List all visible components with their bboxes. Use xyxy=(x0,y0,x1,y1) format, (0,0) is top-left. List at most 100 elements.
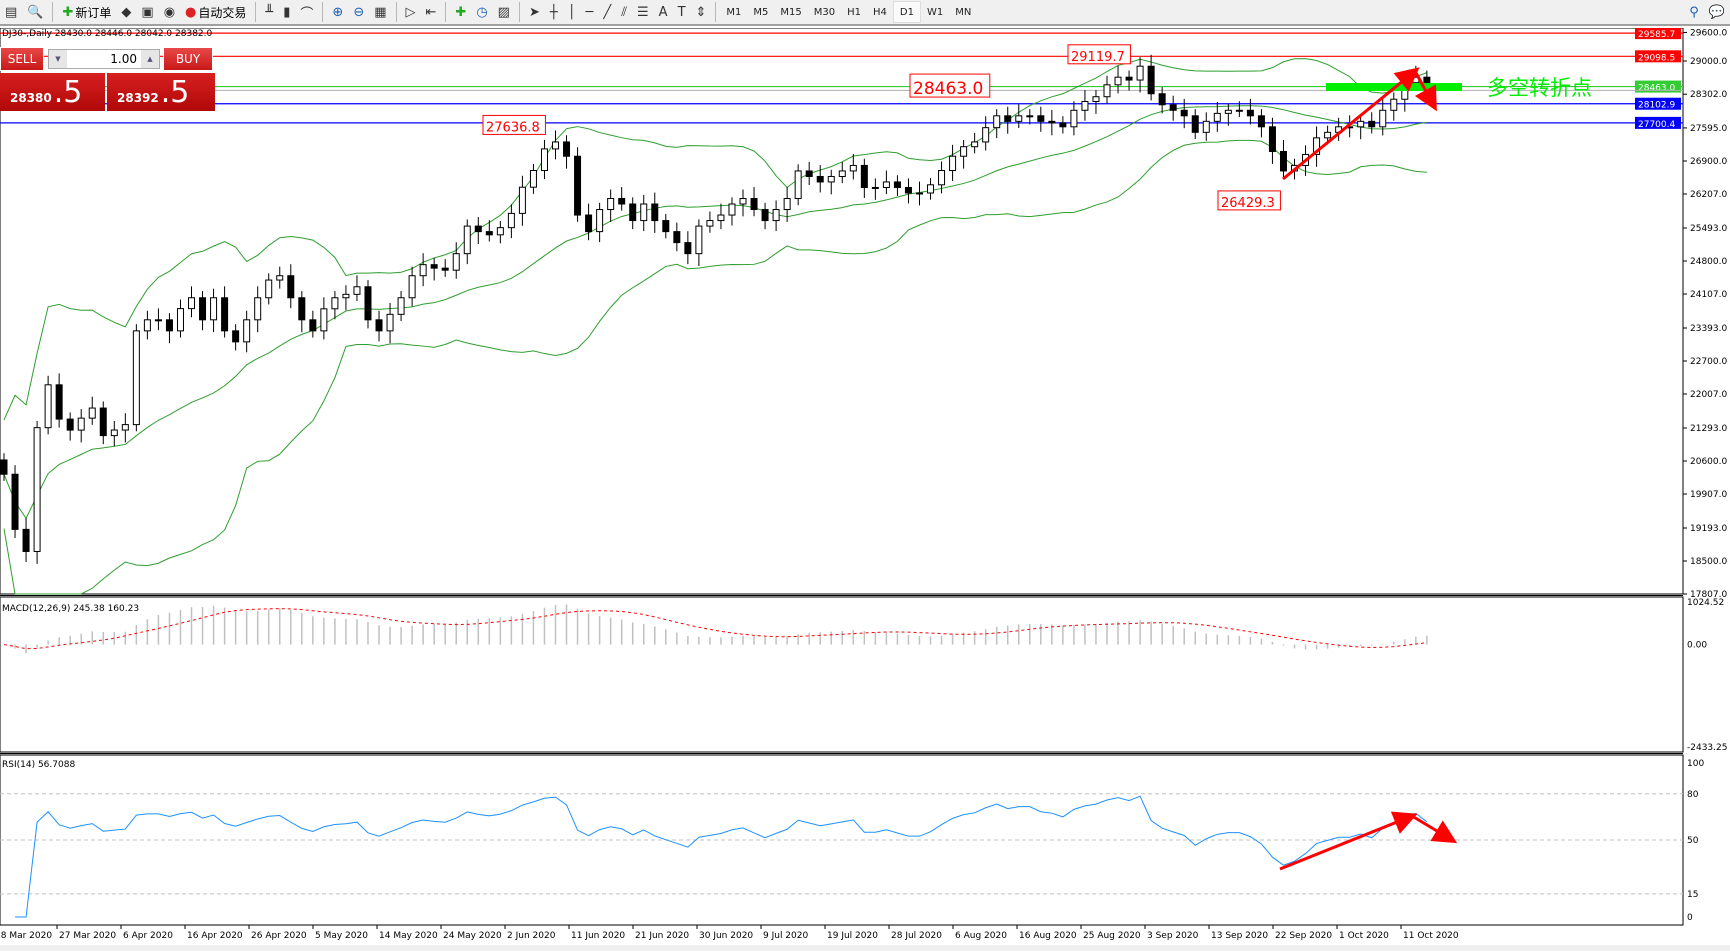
candle xyxy=(496,227,504,236)
timeframe-h4[interactable]: H4 xyxy=(873,6,887,18)
one-click-trading-panel: SELL ▼ 1.00 ▲ BUY 28380.5 28392.5 xyxy=(0,47,215,111)
candle xyxy=(441,267,449,271)
candle xyxy=(971,141,979,148)
candle xyxy=(596,209,604,233)
zoom-out-icon[interactable]: ⊖ xyxy=(353,4,365,20)
candle xyxy=(949,155,957,172)
candle xyxy=(651,203,659,222)
rsi-line xyxy=(15,795,1428,918)
candle xyxy=(827,175,835,183)
candle xyxy=(915,192,923,195)
decrease-volume-button[interactable]: ▼ xyxy=(49,50,67,68)
candle xyxy=(761,209,769,222)
candle xyxy=(794,170,802,200)
cursor-icon[interactable]: ➤ xyxy=(528,4,540,20)
candle xyxy=(1004,115,1012,122)
time-label: 26 Apr 2020 xyxy=(251,931,307,941)
signals-icon[interactable]: ◉ xyxy=(163,4,176,20)
buy-price[interactable]: 28392.5 xyxy=(107,73,215,111)
equidistant-channel-icon[interactable]: ⫽ xyxy=(621,4,627,20)
volume-stepper[interactable]: ▼ 1.00 ▲ xyxy=(48,49,160,69)
time-label: 25 Aug 2020 xyxy=(1083,931,1141,941)
bar-chart-icon[interactable]: ╨ xyxy=(265,4,274,20)
toolbar-button-label: 新订单 xyxy=(75,5,112,20)
candle xyxy=(706,220,714,227)
price-chart[interactable]: 29600.0 29000.0 28302.0 27595.0 26900.0 26207… xyxy=(0,28,1730,951)
trend-arrow-up xyxy=(1282,67,1420,181)
price-line-label: 27700.4 xyxy=(1638,120,1675,130)
candle xyxy=(386,313,394,332)
increase-volume-button[interactable]: ▲ xyxy=(141,50,159,68)
candle xyxy=(276,275,284,281)
trendline-icon[interactable]: ╱ xyxy=(603,4,612,20)
candle xyxy=(0,459,8,475)
timeframe-m1[interactable]: M1 xyxy=(726,6,742,18)
rsi-scale-label: 50 xyxy=(1687,836,1699,846)
candle xyxy=(540,148,548,172)
price-tick-label: 19907.0 xyxy=(1690,490,1727,500)
zoom-window-icon[interactable]: 🔍 xyxy=(27,4,44,20)
indicators-icon[interactable]: ✚ xyxy=(455,4,467,20)
timeframe-h1[interactable]: H1 xyxy=(847,6,862,18)
chat-icon[interactable]: 💬 xyxy=(1708,4,1725,20)
text-icon[interactable]: A xyxy=(658,4,668,20)
candle xyxy=(1037,115,1045,122)
candle xyxy=(1279,150,1287,172)
candle xyxy=(1048,120,1056,124)
auto-trading-icon[interactable]: ● 自动交易 xyxy=(185,4,247,20)
search-icon[interactable]: ⚲ xyxy=(1689,4,1699,20)
candle xyxy=(960,146,968,157)
price-tick-label: 18500.0 xyxy=(1690,557,1727,567)
zoom-in-icon[interactable]: ⊕ xyxy=(332,4,344,20)
fibonacci-icon[interactable]: ☰ xyxy=(637,4,649,20)
candle xyxy=(1368,120,1376,128)
line-chart-icon[interactable]: ⌒ xyxy=(300,6,314,22)
candle xyxy=(265,279,273,299)
time-label: 30 Jun 2020 xyxy=(699,931,753,941)
time-label: 5 May 2020 xyxy=(315,931,368,941)
auto-scroll-icon[interactable]: ▷ xyxy=(405,4,416,20)
price-tick-label: 29000.0 xyxy=(1690,57,1727,67)
tile-windows-icon[interactable]: ▦ xyxy=(374,4,387,20)
buy-button[interactable]: BUY xyxy=(163,47,213,71)
timeframe-m5[interactable]: M5 xyxy=(753,6,769,18)
arrows-icon[interactable]: ⇕ xyxy=(695,4,707,20)
time-label: 6 Apr 2020 xyxy=(123,931,173,941)
chart-window-icon[interactable]: ▤ xyxy=(5,4,18,20)
vertical-line-icon[interactable]: │ xyxy=(567,4,576,20)
time-label: 28 Jul 2020 xyxy=(891,931,942,941)
chart-shift-icon[interactable]: ⇤ xyxy=(425,4,437,20)
timeframe-m15[interactable]: M15 xyxy=(780,6,802,18)
candle xyxy=(243,319,251,343)
candle xyxy=(1103,84,1111,98)
trend-arrow-down xyxy=(1413,70,1437,112)
timeframe-m30[interactable]: M30 xyxy=(813,6,836,18)
horizontal-line-icon[interactable]: ─ xyxy=(585,4,594,20)
candle xyxy=(849,164,857,172)
bollinger-middle xyxy=(3,105,1427,520)
sell-price[interactable]: 28380.5 xyxy=(0,73,105,111)
price-tick-label: 29600.0 xyxy=(1690,28,1727,38)
sell-button[interactable]: SELL xyxy=(0,47,44,71)
crosshair-icon[interactable]: ┼ xyxy=(549,4,558,20)
toolbar-button-label: 自动交易 xyxy=(198,5,247,20)
market-icon[interactable]: ▣ xyxy=(141,4,154,20)
candlestick-icon[interactable]: ▮ xyxy=(283,4,291,20)
timeframe-w1[interactable]: W1 xyxy=(926,6,944,18)
candle xyxy=(397,297,405,315)
candle xyxy=(1224,109,1232,114)
volume-input[interactable]: 1.00 xyxy=(110,52,137,66)
templates-icon[interactable]: ▨ xyxy=(497,4,510,20)
time-label: 1 Oct 2020 xyxy=(1339,931,1389,941)
candle xyxy=(1313,137,1321,155)
price-tick-label: 26207.0 xyxy=(1690,190,1727,200)
timeframe-d1[interactable]: D1 xyxy=(892,1,921,23)
timeframe-mn[interactable]: MN xyxy=(955,6,972,18)
periods-icon[interactable]: ◷ xyxy=(476,4,488,20)
macd-signal-line xyxy=(3,608,1427,650)
time-label: 9 Jul 2020 xyxy=(763,931,808,941)
text-label-icon[interactable]: T xyxy=(677,4,686,20)
chart-info: DJ30-,Daily 28430.0 28446.0 28042.0 2838… xyxy=(2,29,213,39)
new-order-icon[interactable]: ✚ 新订单 xyxy=(62,4,112,20)
history-icon[interactable]: ◆ xyxy=(121,4,132,20)
